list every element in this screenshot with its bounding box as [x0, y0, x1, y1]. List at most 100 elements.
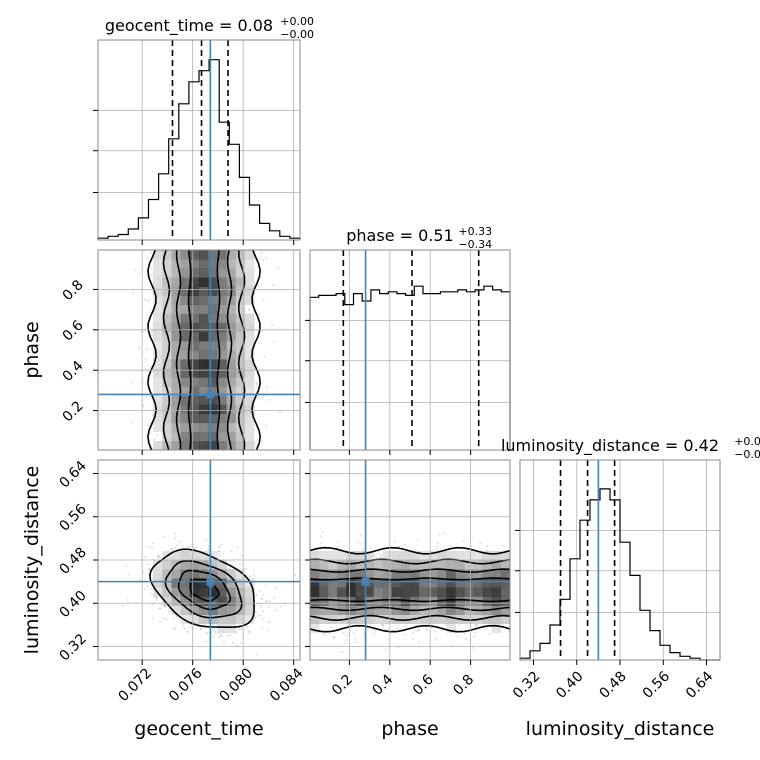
density-cell	[410, 550, 420, 561]
sample-point	[131, 421, 134, 424]
density-cell	[373, 587, 384, 597]
truth-marker	[206, 390, 215, 399]
x-tick-label: 0.076	[166, 665, 206, 705]
sample-point	[485, 545, 488, 548]
density-cell	[235, 440, 246, 450]
density-cell	[180, 404, 191, 414]
density-cell	[189, 268, 200, 278]
density-cell	[235, 614, 246, 624]
density-cell	[373, 578, 384, 588]
density-cell	[162, 268, 172, 278]
density-cell	[437, 550, 447, 561]
density-cell	[162, 422, 172, 433]
density-cell	[364, 560, 374, 570]
sample-point	[137, 271, 140, 274]
sample-point	[360, 542, 363, 545]
density-cell	[464, 587, 474, 597]
sample-point	[159, 607, 162, 610]
density-cell	[319, 569, 329, 579]
density-cell	[235, 268, 246, 278]
density-cell	[235, 286, 246, 296]
density-cell	[171, 596, 182, 606]
panel-frame	[309, 249, 511, 451]
density-cell	[455, 560, 465, 570]
density-cell	[208, 404, 218, 414]
sample-point	[162, 617, 165, 619]
sample-point	[273, 340, 275, 343]
sample-point	[260, 251, 263, 254]
density-cell	[217, 313, 227, 324]
density-cell	[180, 605, 191, 615]
density-cell	[199, 295, 209, 305]
density-cell	[226, 422, 237, 433]
density-cell	[464, 596, 474, 606]
density-cell	[208, 587, 218, 597]
density-cell	[235, 386, 246, 396]
density-cell	[162, 413, 172, 424]
title-lower-error: −0.00	[280, 28, 314, 41]
sample-point	[373, 632, 375, 635]
sample-point	[249, 575, 252, 578]
sample-point	[259, 590, 262, 593]
density-cell	[473, 569, 484, 579]
sample-point	[144, 298, 147, 301]
sample-point	[158, 556, 161, 559]
density-cell	[382, 550, 393, 561]
density-cell	[171, 286, 182, 296]
sample-point	[187, 629, 190, 632]
density-cell	[180, 395, 191, 405]
y-tick-label: 0.40	[56, 588, 89, 621]
density-cell	[455, 569, 465, 579]
sample-point	[486, 549, 489, 552]
density-cell	[180, 422, 191, 433]
sample-point	[223, 641, 225, 644]
sample-point	[144, 358, 147, 360]
density-cell	[226, 295, 237, 305]
sample-point	[155, 598, 158, 601]
density-cell	[180, 277, 191, 287]
density-cell	[217, 250, 227, 260]
density-cell	[171, 440, 182, 450]
density-cell	[180, 560, 191, 570]
y-axis-label-luminosity_distance: luminosity_distance	[21, 466, 43, 655]
x-tick-label: 0.56	[640, 668, 673, 701]
sample-point	[152, 542, 155, 545]
density-cell	[189, 377, 200, 387]
sample-point	[485, 627, 487, 630]
sample-point	[279, 605, 282, 608]
density-cell	[217, 377, 227, 387]
density-cell	[162, 587, 172, 597]
density-cell	[171, 277, 182, 287]
sample-point	[172, 617, 175, 620]
sample-point	[127, 573, 130, 576]
density-cell	[446, 623, 456, 634]
density-cell	[180, 340, 191, 351]
density-cell	[162, 313, 172, 324]
sample-point	[473, 635, 476, 638]
density-cell	[171, 350, 182, 360]
density-cell	[153, 422, 163, 433]
sample-point	[207, 548, 210, 551]
density-cell	[180, 295, 191, 305]
sample-point	[260, 597, 263, 600]
density-cell	[199, 304, 209, 314]
density-cell	[217, 268, 227, 278]
sample-point	[232, 642, 234, 645]
density-cell	[446, 560, 456, 570]
sample-point	[153, 438, 156, 441]
sample-point	[434, 637, 437, 640]
density-cell	[171, 268, 182, 278]
sample-point	[174, 537, 177, 539]
x-tick-label: 0.64	[683, 668, 716, 701]
sample-point	[157, 554, 159, 556]
density-cell	[153, 350, 163, 360]
sample-point	[267, 629, 270, 631]
sample-point	[176, 544, 179, 547]
density-cell	[217, 587, 227, 597]
density-cell	[153, 286, 163, 296]
sample-point	[146, 585, 149, 588]
y-tick-label: 0.56	[56, 501, 89, 534]
density-cell	[226, 268, 237, 278]
sample-point	[465, 638, 468, 640]
